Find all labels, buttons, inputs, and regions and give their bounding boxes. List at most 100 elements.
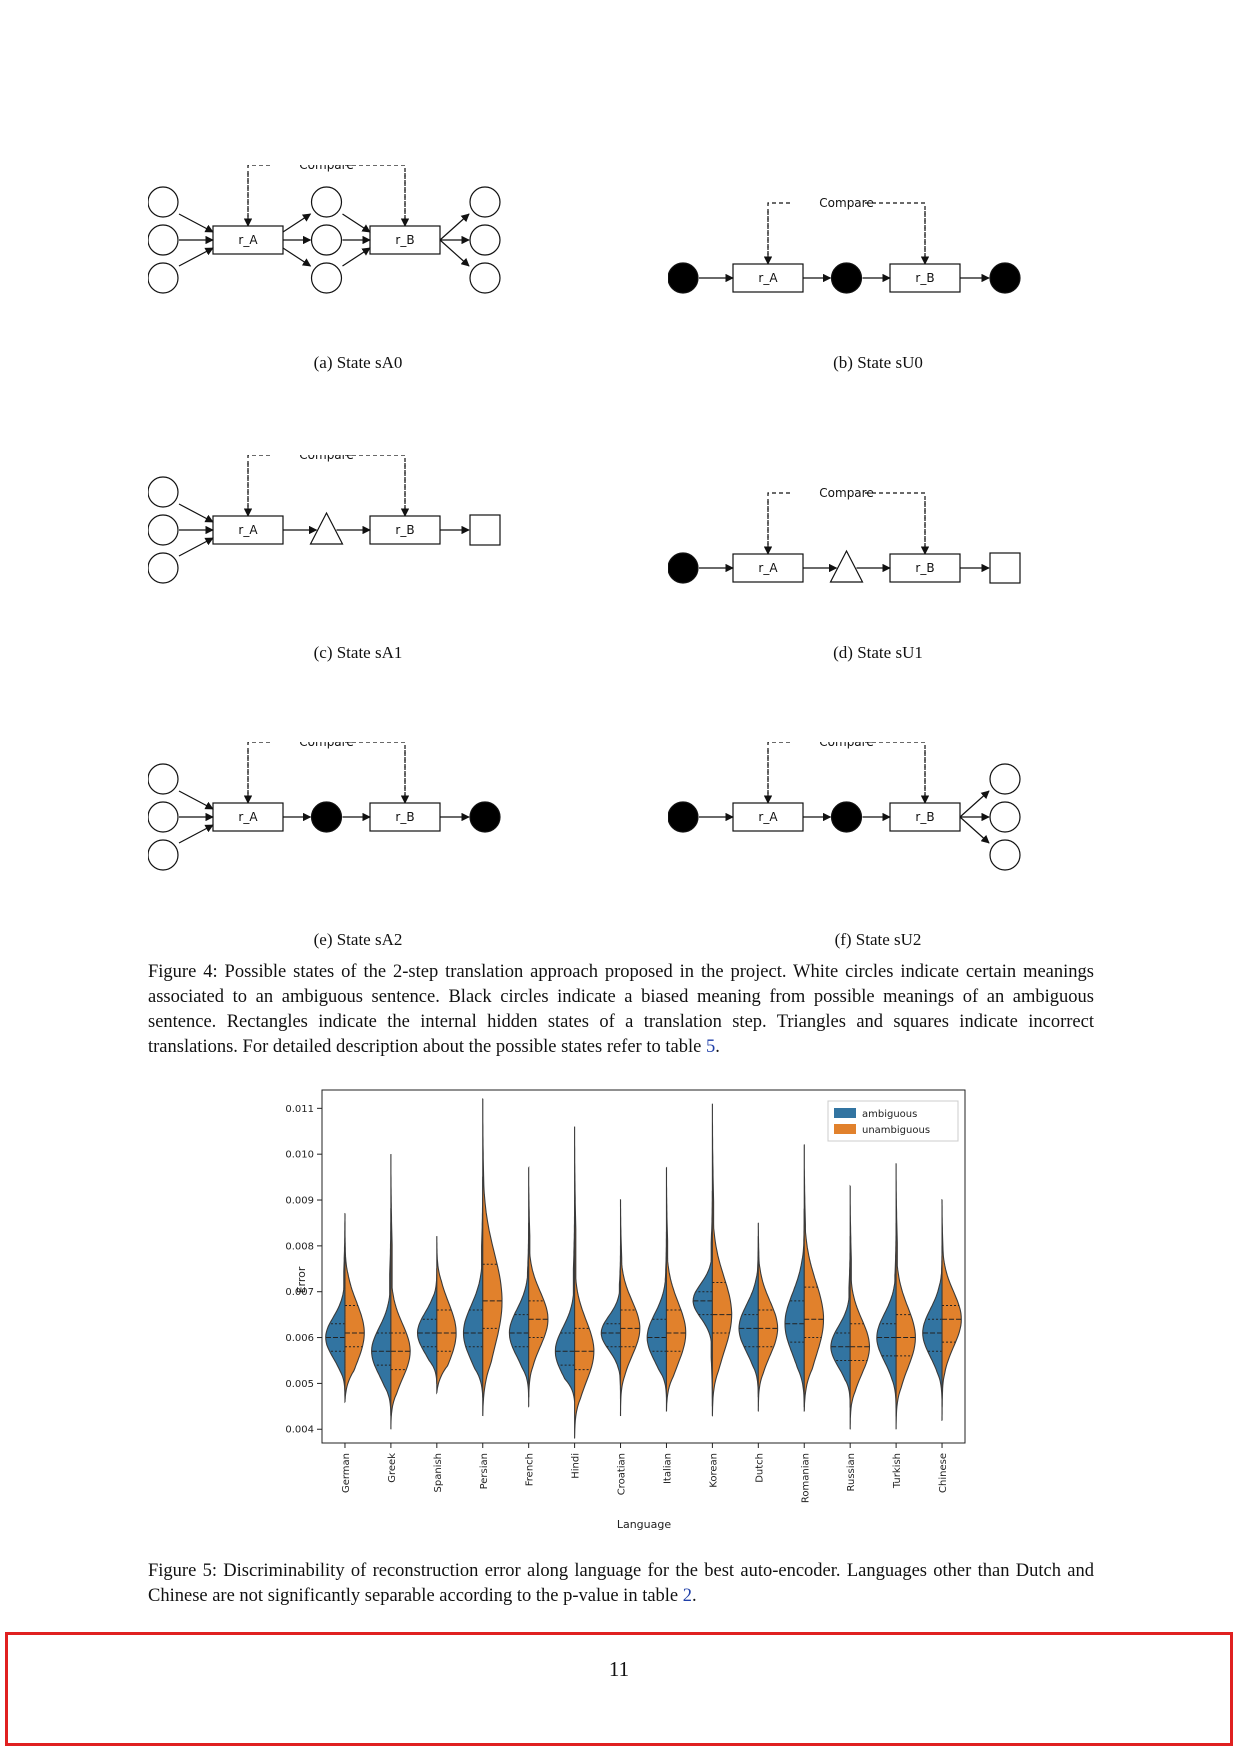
legend-label-ambiguous: ambiguous <box>862 1109 917 1120</box>
subfigure-e: Compare r_A r_B (e) State sA2 <box>148 742 568 957</box>
arrow <box>439 239 470 267</box>
violin-half-ambiguous <box>325 1212 346 1399</box>
compare-line <box>247 742 273 801</box>
box-r-a <box>212 515 284 545</box>
state-diagram: Compare r_A r_B <box>148 742 501 871</box>
violin-half-unambiguous <box>574 1126 595 1439</box>
violin-half-unambiguous <box>344 1221 365 1404</box>
white-circle <box>148 224 179 256</box>
arrow <box>439 213 470 241</box>
box-r-a-label: r_A <box>238 523 258 537</box>
white-circle <box>148 801 179 833</box>
subfigure-b: Compare r_A r_B (b) State sU0 <box>668 165 1088 380</box>
white-circle <box>469 262 501 294</box>
white-circle <box>148 514 179 546</box>
violin-half-unambiguous <box>849 1184 871 1430</box>
arrow <box>282 213 312 233</box>
white-circle <box>310 186 343 218</box>
box-r-b-label: r_B <box>395 233 414 247</box>
subfigure-c: Compare r_A r_B (c) State sA1 <box>148 455 568 670</box>
x-tick-label: Russian <box>846 1453 857 1492</box>
violin-half-ambiguous <box>416 1267 438 1385</box>
compare-line <box>865 492 926 552</box>
violin-half-unambiguous <box>711 1103 733 1417</box>
compare-label: Compare <box>299 165 353 172</box>
y-tick-label: 0.004 <box>285 1425 314 1436</box>
caption-end: . <box>715 1037 720 1057</box>
compare-line <box>345 742 406 801</box>
state-diagram: Compare r_A r_B <box>668 486 1021 584</box>
compare-line <box>767 202 793 262</box>
black-circle <box>830 801 863 833</box>
violin-half-unambiguous <box>757 1222 779 1412</box>
subfigure-caption: (b) State sU0 <box>833 353 923 372</box>
subfigure-caption: (a) State sA0 <box>313 353 403 372</box>
x-tick-label: Italian <box>662 1453 673 1484</box>
y-tick-label: 0.009 <box>285 1196 314 1207</box>
subfigure-caption: (c) State sA1 <box>313 643 403 662</box>
table-reference-link[interactable]: 5 <box>705 1037 716 1057</box>
arrow <box>178 213 214 233</box>
x-tick-label: French <box>525 1453 536 1486</box>
box-r-a-label: r_A <box>758 810 778 824</box>
violin-half-unambiguous <box>436 1236 457 1393</box>
x-tick-label: Spanish <box>433 1453 444 1493</box>
violin-half-unambiguous <box>390 1153 411 1430</box>
y-axis-title: Error <box>295 1266 308 1293</box>
white-circle <box>310 224 343 256</box>
white-circle <box>989 801 1021 833</box>
violin-plot: 0.004 0.005 0.006 0.007 0.008 0.009 0.010 0.011… <box>285 1089 966 1531</box>
x-tick-label: German <box>341 1453 352 1493</box>
box-r-b-label: r_B <box>395 523 414 537</box>
white-circle <box>148 839 179 871</box>
page-number: 11 <box>608 1657 630 1681</box>
black-circle <box>469 801 501 833</box>
violin-half-ambiguous <box>371 1208 392 1417</box>
violin-half-unambiguous <box>895 1163 916 1430</box>
box-r-a <box>732 263 804 293</box>
legend-label-unambiguous: unambiguous <box>862 1125 930 1136</box>
subfigure-caption: (d) State sU1 <box>833 643 923 662</box>
white-circle <box>148 763 179 795</box>
state-diagram: Compare r_A r_B <box>148 165 501 294</box>
violin-half-unambiguous <box>528 1165 549 1408</box>
white-circle <box>469 224 501 256</box>
white-circle <box>989 839 1021 871</box>
violin-half-ambiguous <box>784 1208 805 1408</box>
triangle <box>829 549 864 583</box>
violin-half-unambiguous <box>665 1166 687 1412</box>
x-tick-label: Korean <box>708 1453 719 1488</box>
box-r-b-label: r_B <box>915 810 934 824</box>
violin-half-ambiguous <box>462 1176 484 1399</box>
arrow <box>178 824 214 844</box>
black-circle <box>989 262 1021 294</box>
legend-frame <box>827 1100 959 1142</box>
compare-label: Compare <box>819 486 873 500</box>
compare-line <box>865 202 926 262</box>
arrow <box>178 503 214 523</box>
black-circle <box>668 262 699 294</box>
white-circle <box>148 552 179 584</box>
x-tick-label: Romanian <box>800 1453 811 1503</box>
violin-chart: 0.004 0.005 0.006 0.007 0.008 0.009 0.010 0.011… <box>260 1085 980 1535</box>
triangle <box>309 511 344 545</box>
violin-half-ambiguous <box>830 1236 851 1408</box>
arrow <box>178 247 214 267</box>
subfigure-caption: (e) State sA2 <box>313 930 403 949</box>
subfigure-d: Compare r_A r_B (d) State sU1 <box>668 455 1088 670</box>
x-tick-label: Turkish <box>892 1453 903 1489</box>
compare-label: Compare <box>299 742 353 749</box>
box-r-b-label: r_B <box>915 271 934 285</box>
arrow <box>178 790 214 810</box>
black-circle <box>668 552 699 584</box>
table-reference-link[interactable]: 2 <box>682 1586 693 1606</box>
violin-half-ambiguous <box>692 1190 713 1407</box>
figure-4-caption: Figure 4: Possible states of the 2-step … <box>148 960 1094 1060</box>
white-circle <box>989 763 1021 795</box>
x-tick-label: Hindi <box>571 1453 582 1479</box>
violin-half-unambiguous <box>619 1198 641 1417</box>
plot-frame <box>321 1089 966 1444</box>
white-circle <box>148 186 179 218</box>
arrow <box>282 247 312 267</box>
white-circle <box>148 262 179 294</box>
